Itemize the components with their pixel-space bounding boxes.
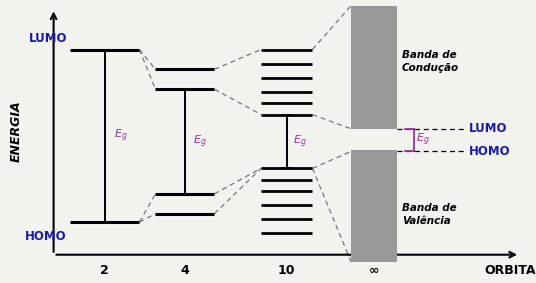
- Text: LUMO: LUMO: [469, 122, 508, 135]
- Text: 2: 2: [100, 264, 109, 277]
- Text: $E_g$: $E_g$: [293, 133, 307, 150]
- Text: ORBITAL: ORBITAL: [485, 264, 536, 277]
- Bar: [351, 150, 397, 262]
- Text: HOMO: HOMO: [469, 145, 511, 158]
- Text: LUMO: LUMO: [28, 32, 67, 45]
- Text: ∞: ∞: [369, 264, 379, 277]
- Text: 10: 10: [278, 264, 295, 277]
- Text: Banda de
Condução: Banda de Condução: [402, 50, 459, 73]
- Text: ENERGIA: ENERGIA: [10, 101, 23, 162]
- Text: HOMO: HOMO: [25, 230, 67, 243]
- Text: $E_g$: $E_g$: [193, 133, 206, 150]
- Text: Banda de
Valência: Banda de Valência: [402, 203, 457, 226]
- Text: 4: 4: [181, 264, 189, 277]
- Text: $E_g$: $E_g$: [416, 132, 430, 148]
- Bar: [351, 6, 397, 129]
- Text: $E_g$: $E_g$: [114, 128, 128, 144]
